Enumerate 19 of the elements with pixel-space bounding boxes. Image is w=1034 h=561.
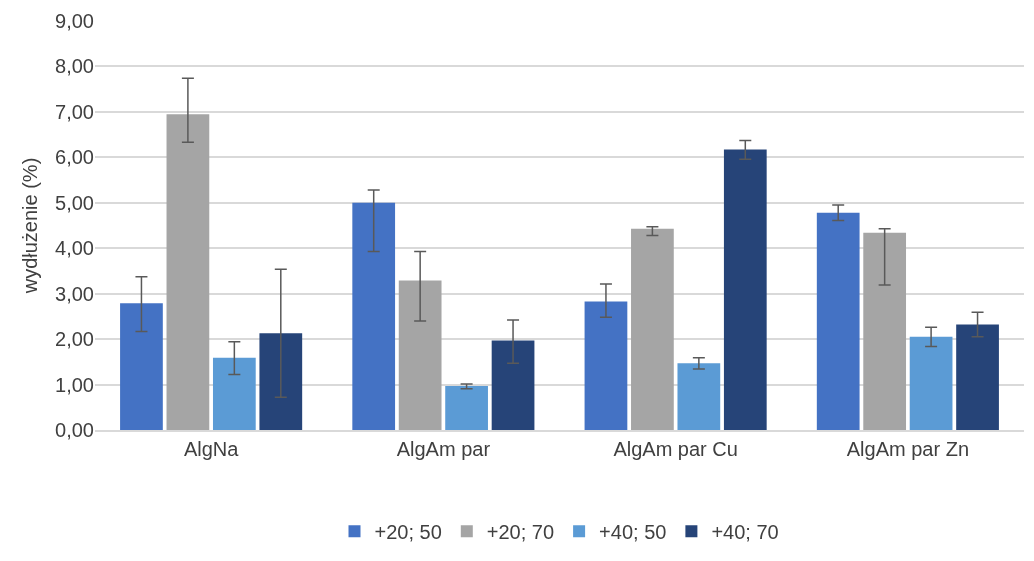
y-tick-label: 8,00 [55,55,94,78]
y-tick-label: 7,00 [55,100,94,123]
y-tick-label: 9,00 [55,10,94,32]
x-tick-label: AlgAm par [396,437,491,460]
legend-label: +40; 50 [599,521,667,544]
x-tick-label: AlgAm par Cu [613,437,738,460]
y-tick-label: 5,00 [55,191,94,214]
y-tick-label: 1,00 [55,373,94,396]
y-tick-label: 4,00 [55,237,94,260]
legend-label: +20; 70 [486,521,555,544]
y-axis-title: wydłużenie (%) [18,157,41,295]
y-tick-label: 3,00 [55,282,94,305]
y-tick-label: 0,00 [55,419,94,441]
x-tick-label: AlgAm par Zn [846,437,970,460]
y-tick-label: 2,00 [55,328,94,351]
legend-label: +20; 50 [374,521,442,544]
x-tick-label: AlgNa [183,437,240,460]
y-tick-label: 6,00 [55,146,94,169]
legend-label: +40; 70 [711,521,779,544]
